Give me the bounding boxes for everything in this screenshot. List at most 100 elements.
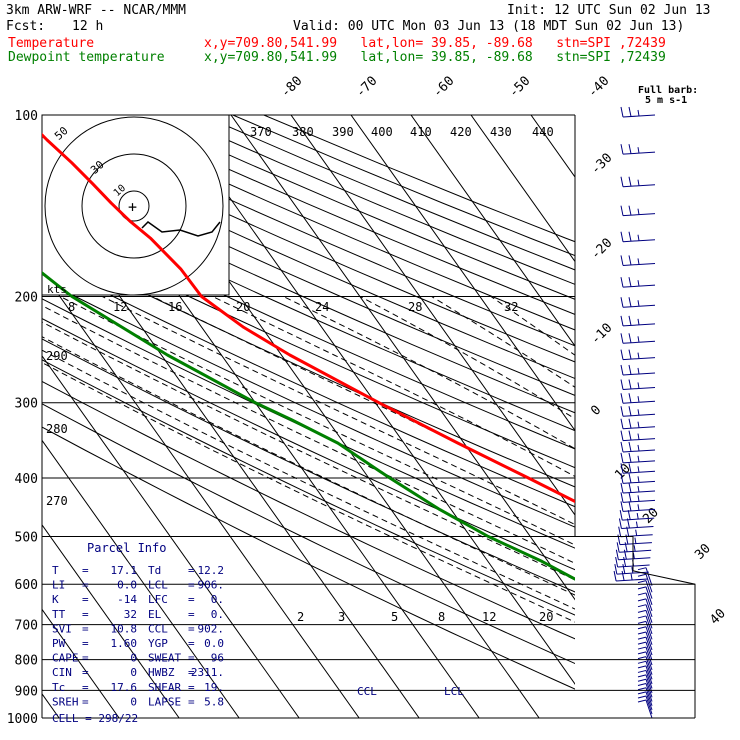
wind-barb-flag (624, 542, 628, 552)
wind-barb (637, 699, 653, 719)
wind-barb-flag (628, 379, 632, 390)
parcel-key: EL (148, 608, 162, 621)
dry-adiabat (42, 426, 575, 690)
pressure-label: 500 (15, 530, 38, 545)
pressure-label: 300 (15, 397, 38, 412)
mixing-ratio-line (654, 584, 740, 718)
wind-barb-flag (637, 687, 647, 691)
mixing-ratio-lines (654, 584, 740, 718)
wind-barb-flag (628, 501, 632, 511)
isotherm-label: -30 (588, 151, 615, 178)
hodo-speed-label: 32 (504, 300, 518, 314)
wind-barb (620, 393, 656, 404)
wind-barb (637, 636, 653, 656)
theta-label: 420 (450, 125, 472, 139)
parcel-value: 32 (124, 608, 137, 621)
wind-barb (620, 430, 656, 442)
dry-adiabat (42, 158, 575, 396)
parcel-value: 96 (211, 652, 224, 665)
pressure-label: 700 (15, 619, 38, 634)
parcel-info-text: Parcel Info T = 17.1 Td = 12.2LI = 0.0 LCL = 906.K… (52, 541, 224, 725)
wind-barb-flag (616, 542, 620, 553)
wind-barb-flag (628, 452, 632, 463)
wind-barb-flag (631, 567, 634, 574)
parcel-eq: = (82, 652, 89, 665)
wind-barb-flag (637, 598, 647, 602)
wind-barb-flag (615, 549, 619, 560)
wind-barb-flag (637, 674, 647, 678)
wind-barb-staff (645, 598, 653, 618)
wind-barb-flag (637, 179, 640, 186)
mixing-ratio-label: 20 (539, 610, 553, 624)
hodograph (44, 116, 224, 295)
isotherm (42, 608, 120, 718)
wind-barb-flag (613, 570, 617, 582)
wind-barb (620, 349, 656, 361)
wind-barb-flag (637, 699, 647, 703)
wind-legend: Full barb: 5 m s-1 (638, 85, 698, 106)
wind-barb-flag (623, 549, 627, 560)
isotherm-label: 30 (692, 541, 714, 563)
parcel-row: TT = 32 EL = 0. (52, 608, 224, 621)
wind-barb (620, 277, 656, 288)
wind-barb-flag (620, 482, 624, 494)
forecast-hours: 12 h (72, 19, 104, 34)
parcel-key: HWBZ (148, 666, 175, 679)
lcl-markers: CCL LCL (357, 685, 464, 698)
sounding-series (42, 132, 575, 581)
wind-barb-flag (618, 526, 622, 537)
pressure-label: 900 (15, 684, 38, 699)
ccl-label: CCL (357, 685, 377, 698)
parcel-eq: = (82, 637, 89, 650)
wind-barb (637, 604, 653, 623)
dry-adiabat (42, 338, 575, 593)
wind-barb-staff (645, 586, 653, 606)
wind-barb-flag (637, 485, 640, 493)
mixing-ratio-label: 3 (338, 610, 345, 624)
dry-adiabat (42, 142, 575, 380)
wind-barb-flag (637, 631, 647, 635)
wind-barb-flag (637, 609, 647, 613)
wind-barb-flag (620, 430, 624, 441)
dry-adiabat (42, 127, 575, 363)
forecast-label: Fcst: (6, 19, 46, 34)
parcel-value: 2311. (191, 666, 224, 679)
wind-barb-flag (636, 513, 639, 520)
wind-barb-staff (645, 665, 653, 685)
thetae-label: 290 (46, 349, 68, 363)
wind-barb-flag (620, 452, 624, 463)
wind-barb (637, 626, 653, 645)
mixing-ratio-label: 5 (391, 610, 398, 624)
dewpoint-location: x,y=709.80,541.99 lat,lon= 39.85, -89.68… (204, 50, 666, 65)
parcel-value: -14 (117, 593, 137, 606)
hodograph-trace (141, 221, 221, 237)
wind-barb-flag (637, 683, 647, 686)
wind-barb-flag (637, 636, 647, 640)
isotherm-label: 40 (707, 606, 729, 628)
wind-barb-flag (637, 646, 647, 650)
wind-barb (620, 473, 656, 484)
parcel-value: 0 (130, 666, 137, 679)
parcel-eq: = (188, 666, 195, 679)
wind-barb-staff (645, 631, 653, 651)
wind-barb-flag (620, 144, 624, 155)
wind-barb-flag (637, 382, 640, 389)
parcel-key: LAPSE (148, 695, 181, 708)
wind-barb-flag (620, 277, 624, 288)
parcel-value: 0. (211, 593, 224, 606)
wind-barb-staff (645, 574, 653, 593)
wind-barb (620, 176, 656, 188)
pressure-label: 400 (15, 472, 38, 487)
wind-barb-flag (620, 501, 624, 512)
parcel-eq: = (188, 579, 195, 592)
pressure-label: 600 (15, 578, 38, 593)
wind-barb-flag (637, 495, 640, 502)
isotherm-label: -20 (588, 236, 615, 263)
wind-barb-flag (614, 564, 618, 575)
isotherm (711, 115, 740, 718)
parcel-value: 902. (198, 622, 225, 635)
parcel-eq: = (82, 681, 89, 694)
parcel-value: 0.0 (204, 637, 224, 650)
wind-barb (620, 297, 656, 308)
